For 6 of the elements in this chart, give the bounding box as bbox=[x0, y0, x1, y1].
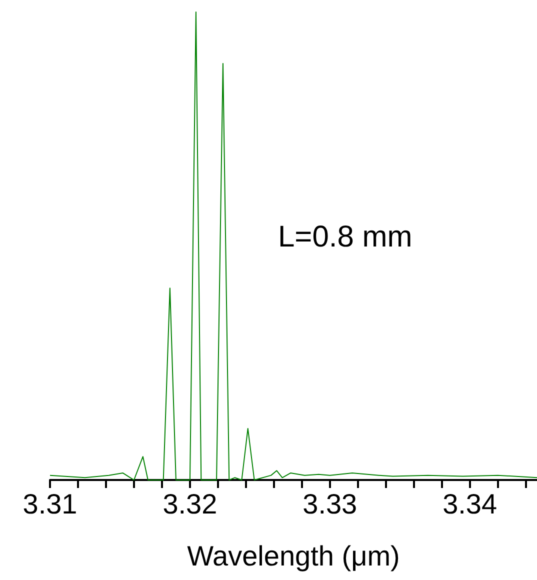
x-tick-label: 3.31 bbox=[22, 488, 78, 520]
x-tick-label: 3.33 bbox=[302, 488, 358, 520]
x-axis-title: Wavelength (μm) bbox=[187, 540, 400, 572]
x-tick-label: 3.32 bbox=[162, 488, 218, 520]
annotation: L=0.8 mm bbox=[278, 220, 412, 254]
x-tick-label: 3.34 bbox=[442, 488, 498, 520]
